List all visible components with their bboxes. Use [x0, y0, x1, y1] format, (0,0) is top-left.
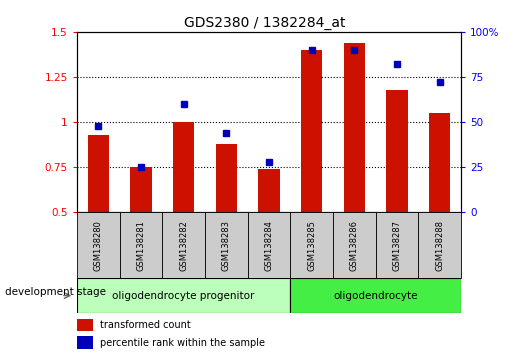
FancyBboxPatch shape — [290, 212, 333, 278]
FancyBboxPatch shape — [290, 278, 461, 313]
FancyBboxPatch shape — [376, 212, 418, 278]
Text: GSM138283: GSM138283 — [222, 219, 231, 271]
Bar — [173, 122, 195, 212]
Bar — [216, 144, 237, 212]
Text: GDS2380 / 1382284_at: GDS2380 / 1382284_at — [184, 16, 346, 30]
Bar — [343, 43, 365, 212]
Bar — [301, 50, 322, 212]
Text: percentile rank within the sample: percentile rank within the sample — [100, 338, 266, 348]
Text: GSM138284: GSM138284 — [264, 220, 273, 270]
FancyBboxPatch shape — [77, 212, 120, 278]
Text: GSM138281: GSM138281 — [136, 220, 145, 270]
Text: GSM138288: GSM138288 — [435, 219, 444, 271]
Text: transformed count: transformed count — [100, 320, 191, 330]
FancyBboxPatch shape — [248, 212, 290, 278]
Bar — [258, 169, 280, 212]
Bar — [87, 135, 109, 212]
Bar — [386, 90, 408, 212]
Text: oligodendrocyte progenitor: oligodendrocyte progenitor — [112, 291, 255, 301]
Bar — [77, 319, 93, 331]
FancyBboxPatch shape — [205, 212, 248, 278]
Text: GSM138280: GSM138280 — [94, 220, 103, 270]
FancyBboxPatch shape — [77, 278, 290, 313]
Text: GSM138287: GSM138287 — [393, 219, 402, 271]
FancyBboxPatch shape — [333, 212, 376, 278]
Bar — [130, 167, 152, 212]
FancyBboxPatch shape — [162, 212, 205, 278]
Bar — [429, 113, 450, 212]
FancyBboxPatch shape — [418, 212, 461, 278]
Bar — [77, 336, 93, 349]
Text: development stage: development stage — [5, 287, 107, 297]
FancyBboxPatch shape — [120, 212, 162, 278]
Text: GSM138282: GSM138282 — [179, 220, 188, 270]
Text: GSM138285: GSM138285 — [307, 220, 316, 270]
Text: GSM138286: GSM138286 — [350, 219, 359, 271]
Text: oligodendrocyte: oligodendrocyte — [333, 291, 418, 301]
